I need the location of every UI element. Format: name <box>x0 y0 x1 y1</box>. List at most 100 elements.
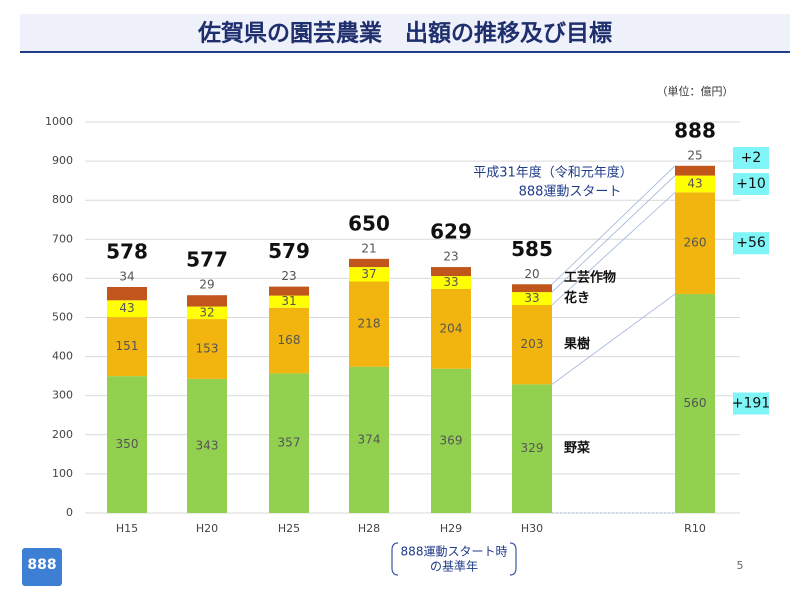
bar-segment <box>675 175 715 193</box>
x-tick-label: H30 <box>521 522 543 535</box>
change-label: +191 <box>732 396 770 412</box>
segment-label: 43 <box>687 176 702 190</box>
y-tick-label: 600 <box>52 271 73 284</box>
bar-segment <box>187 378 227 513</box>
bar-segment <box>512 284 552 293</box>
y-tick-label: 100 <box>52 467 73 480</box>
segment-label: 343 <box>196 438 219 452</box>
link-line <box>551 293 676 385</box>
bar-segment <box>349 366 389 513</box>
y-tick-label: 400 <box>52 350 73 363</box>
bar-segment <box>512 304 552 385</box>
segment-label: 560 <box>684 396 707 410</box>
segment-label: 21 <box>361 241 376 255</box>
segment-label: 43 <box>119 301 134 315</box>
segment-label: 33 <box>443 275 458 289</box>
bar-segment <box>431 276 471 289</box>
base-year-note: 888運動スタート時 <box>401 545 508 559</box>
segment-label: 203 <box>521 337 544 351</box>
chart-title: 佐賀県の園芸農業 出額の推移及び目標 <box>197 20 612 47</box>
segment-label: 260 <box>684 236 707 250</box>
change-label: +10 <box>736 176 766 192</box>
series-label: 果樹 <box>563 336 590 352</box>
segment-label: 25 <box>687 148 702 162</box>
segment-label: 204 <box>440 321 463 335</box>
bar-segment <box>107 376 147 513</box>
segment-label: 357 <box>278 436 301 450</box>
bar-segment <box>349 267 389 282</box>
change-box <box>733 392 769 415</box>
link-line <box>551 192 676 306</box>
total-label: 585 <box>511 237 553 261</box>
total-label: 650 <box>348 211 390 235</box>
segment-label: 31 <box>281 294 296 308</box>
y-tick-label: 0 <box>66 506 73 519</box>
y-tick-label: 500 <box>52 311 73 324</box>
bar-segment <box>431 267 471 277</box>
bar-segment <box>269 373 309 513</box>
total-label: 629 <box>430 220 472 244</box>
series-label: 工芸作物 <box>564 270 616 286</box>
total-label: 578 <box>106 240 148 264</box>
bar-segment <box>675 165 715 176</box>
bar-segment <box>431 368 471 513</box>
segment-label: 218 <box>358 317 381 331</box>
x-tick-label: H20 <box>196 522 218 535</box>
bar-segment <box>512 292 552 305</box>
total-label: 579 <box>268 239 310 263</box>
bar-segment <box>269 286 309 296</box>
bar-segment <box>187 306 227 320</box>
change-label: +2 <box>741 150 762 166</box>
x-tick-label: R10 <box>684 522 706 535</box>
bar-segment <box>675 192 715 295</box>
bar-segment <box>107 300 147 318</box>
segment-label: 350 <box>116 437 139 451</box>
change-box <box>733 232 769 255</box>
y-tick-label: 800 <box>52 193 73 206</box>
segment-label: 33 <box>524 291 539 305</box>
link-line <box>551 165 676 285</box>
x-tick-label: H28 <box>358 522 380 535</box>
series-label: 花き <box>564 290 590 306</box>
segment-label: 29 <box>199 278 214 292</box>
bar-segment <box>431 288 471 369</box>
segment-label: 153 <box>196 341 219 355</box>
segment-label: 168 <box>278 333 301 347</box>
annotation: 平成31年度（令和元年度） <box>473 165 633 181</box>
bracket <box>391 542 517 576</box>
segment-label: 20 <box>524 267 539 281</box>
total-label: 577 <box>186 248 228 272</box>
logo-box <box>22 548 62 586</box>
bar-segment <box>107 287 147 301</box>
annotation: 888運動スタート <box>519 185 622 200</box>
segment-label: 151 <box>116 339 139 353</box>
page-number: 5 <box>737 559 744 572</box>
logo: 888 <box>27 557 56 573</box>
x-tick-label: H25 <box>278 522 300 535</box>
change-box <box>733 146 769 169</box>
series-label: 野菜 <box>564 440 590 456</box>
change-label: +56 <box>736 235 766 251</box>
bar-segment <box>512 384 552 513</box>
bar-segment <box>349 258 389 268</box>
bar-segment <box>675 294 715 513</box>
segment-label: 37 <box>361 267 376 281</box>
bar-segment <box>349 281 389 367</box>
y-tick-label: 700 <box>52 232 73 245</box>
bar-segment <box>269 307 309 374</box>
y-tick-label: 1000 <box>45 115 73 128</box>
total-label: 888 <box>674 118 716 142</box>
change-box <box>733 172 769 195</box>
bar-segment <box>187 319 227 379</box>
y-tick-label: 900 <box>52 154 73 167</box>
x-tick-label: H29 <box>440 522 462 535</box>
unit: （単位：億円） <box>657 84 734 98</box>
segment-label: 23 <box>281 269 296 283</box>
bar-segment <box>107 317 147 377</box>
bar-segment <box>269 295 309 308</box>
segment-label: 369 <box>440 433 463 447</box>
segment-label: 329 <box>521 441 544 455</box>
title-band <box>20 14 790 52</box>
segment-label: 32 <box>199 305 214 319</box>
